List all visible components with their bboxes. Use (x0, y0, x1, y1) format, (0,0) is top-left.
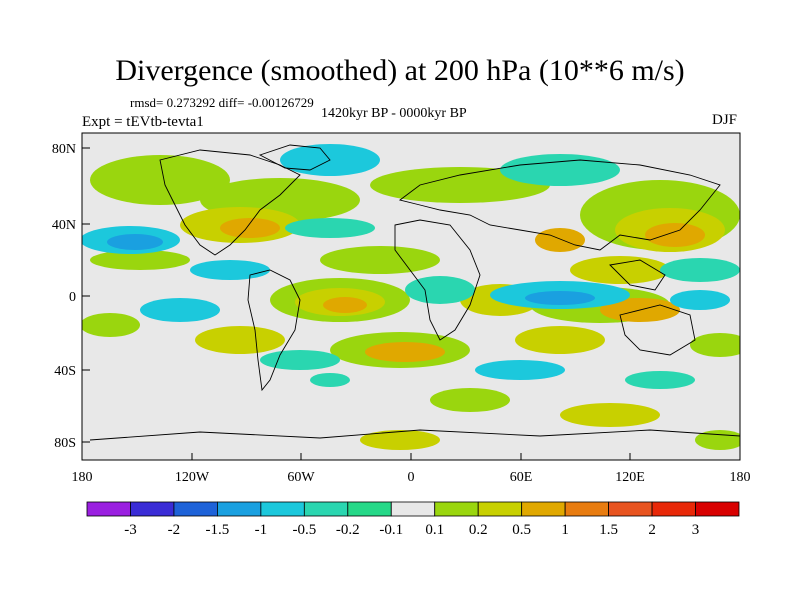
lon-ticks (81, 453, 741, 460)
lon-label: 0 (408, 470, 415, 485)
colorbar-label: 0.2 (469, 522, 488, 538)
coastline-north-america (159, 149, 301, 256)
field-blob (320, 246, 440, 274)
field-blob (625, 371, 695, 389)
field-blob (82, 313, 140, 337)
field-blob (140, 298, 220, 322)
map-title: Divergence (smoothed) at 200 hPa (10**6 … (115, 54, 685, 87)
colorbar-label: -1.5 (206, 522, 230, 538)
stats-text: rmsd= 0.273292 diff= -0.00126729 (130, 95, 314, 110)
field-blob (220, 218, 280, 238)
colorbar-swatch (216, 501, 262, 517)
lon-label: 60W (287, 470, 315, 485)
field-blob (260, 350, 340, 370)
coastline-maritime-continent (609, 259, 666, 291)
field-blob (570, 256, 670, 284)
colorbar-swatch (434, 501, 479, 517)
field-blob (670, 290, 730, 310)
lon-label: 180 (72, 470, 93, 485)
colorbar-swatch (173, 501, 218, 517)
field-blob (365, 342, 445, 362)
colorbar-swatch (564, 501, 610, 517)
field-blob (660, 258, 740, 282)
field-blob (690, 333, 740, 357)
colorbar-swatch (521, 501, 566, 517)
field-blob (90, 250, 190, 270)
colorbar-label: -0.1 (379, 522, 403, 538)
colorbar-swatch (303, 501, 349, 517)
colorbar-label: 2 (648, 522, 656, 538)
colorbar-label: -2 (168, 522, 181, 538)
lat-label: 0 (69, 290, 76, 305)
field-blob (195, 326, 285, 354)
divergence-field (82, 144, 740, 450)
field-blob (560, 403, 660, 427)
coastlines (89, 144, 740, 441)
colorbar: -3 -2 -1.5 -1 -0.5 -0.2 -0.1 0.1 0.2 0.5 1 1.5 2 3 (86, 501, 740, 538)
coastline-antarctica (89, 429, 740, 441)
coastline-eurasia (398, 159, 721, 251)
lat-label: 80S (54, 436, 76, 451)
lat-label: 80N (52, 142, 76, 157)
lon-label: 120W (175, 470, 210, 485)
field-blob (323, 297, 367, 313)
season-label: DJF (712, 112, 738, 128)
colorbar-swatch (651, 501, 696, 517)
colorbar-swatch (695, 501, 740, 517)
lon-label: 180 (730, 470, 751, 485)
experiment-label: Expt = tEVtb-tevta1 (82, 114, 204, 130)
coastline-south-america (247, 269, 301, 392)
period-label: 1420kyr BP - 0000kyr BP (321, 106, 467, 121)
field-blob (695, 430, 740, 450)
field-blob (500, 154, 620, 186)
lat-ticks (82, 147, 90, 443)
field-blob (430, 388, 510, 412)
lat-label: 40S (54, 364, 76, 379)
colorbar-swatch (347, 501, 392, 517)
field-blob (90, 155, 230, 205)
colorbar-label: 0.5 (512, 522, 531, 538)
field-blob (475, 360, 565, 380)
colorbar-label: 1.5 (599, 522, 618, 538)
colorbar-label: 1 (561, 522, 569, 538)
colorbar-label: -3 (124, 522, 137, 538)
field-blob (525, 291, 595, 305)
colorbar-swatch (477, 501, 523, 517)
colorbar-swatch (130, 501, 175, 517)
field-blob (405, 276, 475, 304)
colorbar-label: -0.2 (336, 522, 360, 538)
colorbar-swatch (390, 501, 436, 517)
colorbar-label: -0.5 (292, 522, 316, 538)
colorbar-swatch (608, 501, 653, 517)
field-blob (310, 373, 350, 387)
colorbar-swatch (260, 501, 305, 517)
lon-label: 60E (510, 470, 533, 485)
colorbar-swatch (86, 501, 131, 517)
field-blob (515, 326, 605, 354)
field-blob (285, 218, 375, 238)
field-blob (360, 430, 440, 450)
colorbar-label: 3 (692, 522, 700, 538)
coastline-australia (619, 304, 696, 356)
colorbar-label: -1 (255, 522, 268, 538)
colorbar-label: 0.1 (425, 522, 444, 538)
field-blob (535, 228, 585, 252)
lon-label: 120E (615, 470, 645, 485)
field-blob (107, 234, 163, 250)
coastline-africa (394, 219, 481, 341)
field-blob (190, 260, 270, 280)
lat-label: 40N (52, 218, 76, 233)
field-blob (645, 223, 705, 247)
coastline-greenland (258, 144, 331, 171)
